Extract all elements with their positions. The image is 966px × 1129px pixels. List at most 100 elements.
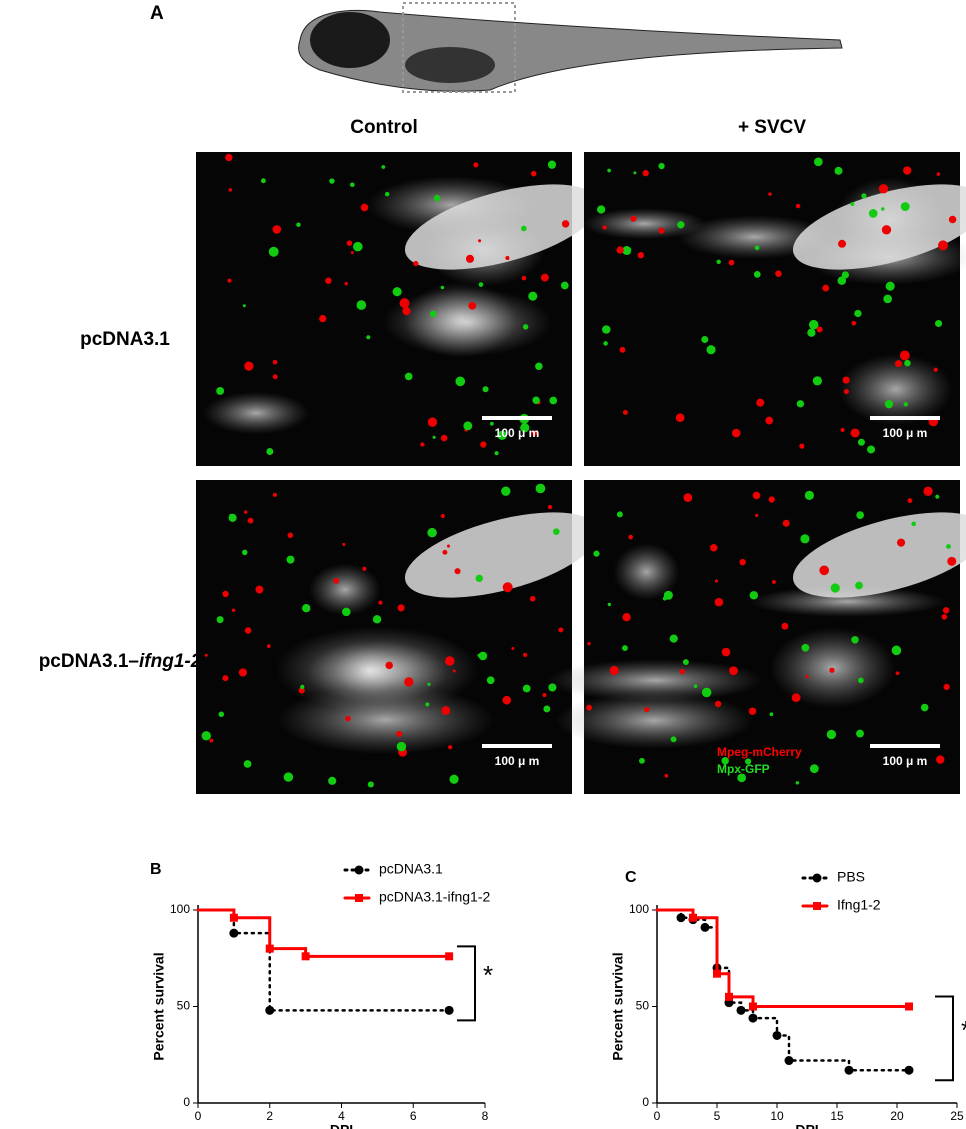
cell [494, 451, 499, 456]
cell [781, 622, 789, 630]
cell [427, 527, 437, 538]
cell [714, 579, 719, 583]
scale-bar-label: 100 μ m [495, 754, 540, 768]
cell [752, 491, 761, 500]
cell [753, 270, 761, 278]
cell [427, 682, 431, 686]
cell [628, 534, 634, 540]
marker [713, 969, 721, 978]
cell [272, 492, 277, 497]
cell [475, 574, 483, 583]
cell [936, 755, 945, 764]
cell [231, 608, 236, 613]
cell [658, 227, 665, 234]
cell [502, 582, 513, 593]
cell [523, 652, 528, 658]
tissue [382, 288, 553, 357]
cell [268, 246, 279, 257]
cell [854, 309, 862, 318]
panel-label: B [150, 861, 162, 878]
cell [881, 207, 885, 211]
cell [425, 702, 430, 707]
x-tick-label: 20 [890, 1109, 904, 1123]
cell [837, 276, 847, 285]
cell [675, 413, 685, 423]
marker [844, 1065, 854, 1075]
cell [829, 667, 835, 673]
cell [899, 350, 910, 361]
cell [670, 736, 677, 743]
x-tick-label: 8 [482, 1109, 489, 1123]
x-tick-label: 4 [338, 1109, 345, 1123]
cell [804, 490, 815, 500]
cell [222, 675, 229, 682]
cell [946, 544, 951, 549]
image-legend: Mpx-GFP [717, 762, 770, 776]
cell [883, 294, 892, 304]
cell [856, 511, 865, 519]
cell [903, 166, 912, 175]
cell [714, 700, 722, 708]
cell [795, 781, 800, 785]
marker [748, 1013, 758, 1023]
x-tick-label: 0 [654, 1109, 661, 1123]
tissue [404, 184, 600, 270]
cell [679, 668, 686, 675]
cell [344, 281, 348, 286]
cell [805, 674, 809, 679]
cell [721, 647, 731, 657]
cell [801, 643, 810, 652]
cell [287, 532, 294, 539]
cell [238, 668, 248, 677]
y-tick-label: 50 [636, 999, 650, 1013]
cell [452, 669, 456, 673]
cell [547, 160, 557, 169]
row-header: pcDNA3.1–ifng1-2 [39, 651, 202, 672]
cell [325, 277, 332, 284]
cell [749, 591, 759, 600]
marker [229, 913, 238, 922]
cell [881, 225, 892, 235]
marker [229, 928, 239, 938]
scale-bar-label: 100 μ m [883, 426, 928, 440]
cell [511, 646, 515, 650]
cell [856, 729, 864, 738]
cell [480, 441, 487, 448]
significance-label: * [483, 960, 493, 990]
cell [737, 773, 747, 783]
cell [710, 543, 718, 552]
cell [346, 240, 353, 246]
cell [201, 731, 211, 741]
cell [341, 607, 351, 617]
tissue [309, 563, 381, 616]
cell [229, 513, 233, 517]
cell [448, 745, 453, 750]
legend-marker [355, 894, 363, 902]
tissue [276, 685, 494, 755]
cell [244, 510, 248, 514]
cell [540, 273, 549, 282]
cell [755, 513, 759, 518]
cell [669, 634, 678, 643]
cell [716, 259, 721, 264]
cell [851, 320, 857, 326]
cell [333, 577, 340, 584]
cell [535, 362, 543, 371]
cell [622, 409, 628, 415]
cell [463, 421, 473, 431]
cell [535, 483, 546, 494]
cell [903, 402, 908, 407]
cell [756, 398, 765, 407]
x-tick-label: 2 [266, 1109, 273, 1123]
cell [701, 687, 712, 698]
legend-label: PBS [837, 869, 865, 885]
cell [775, 270, 782, 277]
column-header: + SVCV [738, 117, 806, 138]
significance-bracket [935, 995, 954, 1082]
x-tick-label: 5 [714, 1109, 721, 1123]
cell [528, 291, 538, 301]
cell [904, 359, 911, 367]
cell [621, 645, 628, 652]
cell [478, 651, 488, 661]
